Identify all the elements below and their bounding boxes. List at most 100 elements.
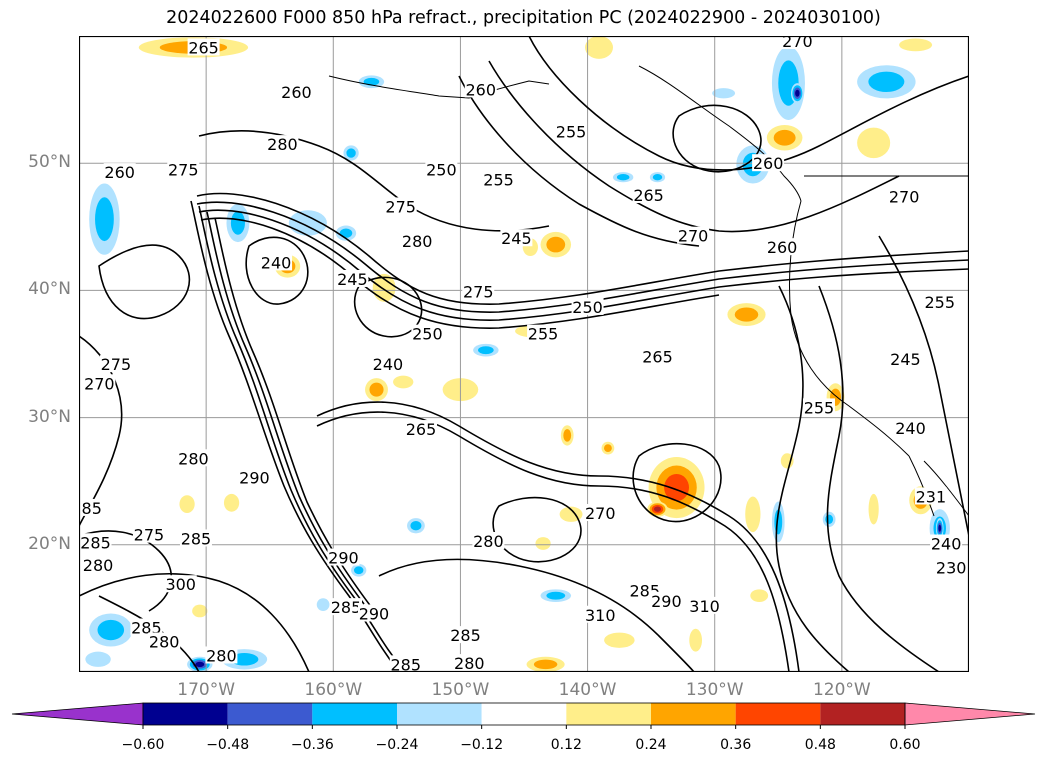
precip-patch	[223, 493, 240, 512]
contour-label: 265	[188, 38, 219, 57]
precip-patch	[652, 174, 663, 181]
contour-label-bg	[425, 160, 458, 178]
contour-label-bg	[935, 558, 968, 576]
colorbar-tick-label: 0.12	[550, 737, 582, 753]
precip-patch	[773, 129, 796, 146]
contour-label-bg	[384, 197, 417, 215]
contour-label: 285	[331, 598, 362, 617]
contour-label-bg	[930, 534, 963, 552]
precip-patch	[604, 632, 635, 648]
contour-label: 240	[261, 253, 292, 272]
lon-tick-label: 130°W	[685, 680, 744, 700]
contour-label-bg	[584, 504, 617, 521]
contour-label: 280	[267, 135, 298, 154]
contour-label: 260	[104, 163, 135, 182]
contour-label-bg	[766, 238, 799, 256]
contour-label-bg	[632, 186, 665, 203]
precip-patch	[179, 495, 195, 513]
precip-patch	[664, 473, 690, 502]
colorbar-tick-label: 0.60	[889, 737, 921, 753]
contour-label-bg	[371, 355, 404, 373]
lon-tick-label: 140°W	[558, 680, 617, 700]
precip-patch	[230, 211, 245, 235]
contour-label: 275	[134, 526, 165, 545]
contour-line	[198, 209, 969, 321]
contour-label: 275	[168, 161, 199, 180]
contour-line	[200, 217, 720, 329]
precip-patch	[712, 88, 736, 99]
contour-label: 230	[936, 559, 967, 578]
precip-patch	[85, 651, 111, 667]
contour-label-bg	[238, 468, 271, 486]
contour-label-bg	[205, 646, 238, 664]
contour-label: 260	[767, 238, 798, 257]
precip-patch	[825, 514, 834, 525]
precip-patch	[585, 36, 613, 59]
contour-label-bg	[802, 398, 835, 416]
contour-label-bg	[130, 618, 163, 636]
contour-line	[458, 75, 700, 247]
contour-label: 280	[83, 556, 114, 575]
contour-label-bg	[164, 575, 197, 593]
precip-patch	[868, 71, 905, 92]
contour-line	[79, 573, 310, 672]
precip-patch	[535, 537, 551, 550]
contour-line	[196, 201, 969, 313]
contour-label-bg	[584, 605, 617, 623]
lat-tick-label: 20°N	[28, 533, 71, 554]
contour-label-bg	[464, 80, 497, 98]
contour-label: 285	[181, 529, 212, 548]
contour-line	[775, 285, 850, 672]
contour-label: 310	[689, 597, 720, 616]
contour-label: 280	[454, 654, 485, 672]
precip-patch	[745, 496, 761, 533]
contour-label: 290	[239, 468, 270, 487]
contour-label: 255	[556, 122, 587, 141]
colorbar-tick-label: −0.12	[460, 737, 504, 753]
contour-label-bg	[401, 231, 434, 249]
chart-title: 2024022600 F000 850 hPa refract., precip…	[166, 8, 881, 28]
contour-label-bg	[389, 655, 422, 672]
contour-label-bg	[894, 418, 927, 436]
precip-patch	[369, 382, 384, 397]
contour-label: 260	[281, 83, 312, 102]
lon-tick-label: 160°W	[304, 680, 363, 700]
contour-line	[818, 285, 940, 672]
map-frame	[79, 36, 969, 672]
precip-patch	[393, 375, 414, 389]
contour-label: 270	[84, 374, 115, 393]
precip-patch	[559, 506, 583, 522]
contour-label-bg	[82, 556, 115, 574]
precip-patch	[750, 589, 769, 603]
contour-label: 275	[463, 283, 494, 302]
colorbar-frame	[142, 702, 906, 726]
precip-patch	[938, 524, 942, 532]
contour-line	[632, 442, 722, 523]
contour-line	[488, 60, 900, 233]
contour-label: 290	[651, 592, 682, 611]
contour-label: 280	[178, 449, 209, 468]
contour-label: 250	[426, 161, 457, 180]
contour-label-bg	[79, 533, 112, 551]
contour-label-bg	[527, 324, 560, 342]
precip-patch	[563, 429, 572, 442]
contour-label: 265	[633, 186, 664, 205]
contour-label: 270	[585, 504, 616, 523]
contour-label-bg	[889, 350, 922, 368]
contour-label-bg	[357, 604, 390, 622]
contour-label-bg	[103, 163, 136, 181]
contour-label-bg	[781, 36, 814, 50]
contour-label-bg	[405, 420, 438, 438]
colorbar-segment	[735, 703, 821, 725]
contour-label: 240	[895, 419, 926, 438]
precip-patch	[780, 453, 794, 469]
contour-label: 270	[782, 36, 813, 51]
precip-patch	[372, 273, 396, 302]
contour-label: 300	[165, 575, 196, 594]
contour-label: 285	[450, 626, 481, 645]
contour-label: 285	[80, 533, 111, 552]
precip-patch	[795, 89, 800, 97]
lon-tick-label: 170°W	[177, 680, 236, 700]
colorbar-segment	[651, 703, 736, 725]
contour-label-bg	[571, 297, 604, 315]
